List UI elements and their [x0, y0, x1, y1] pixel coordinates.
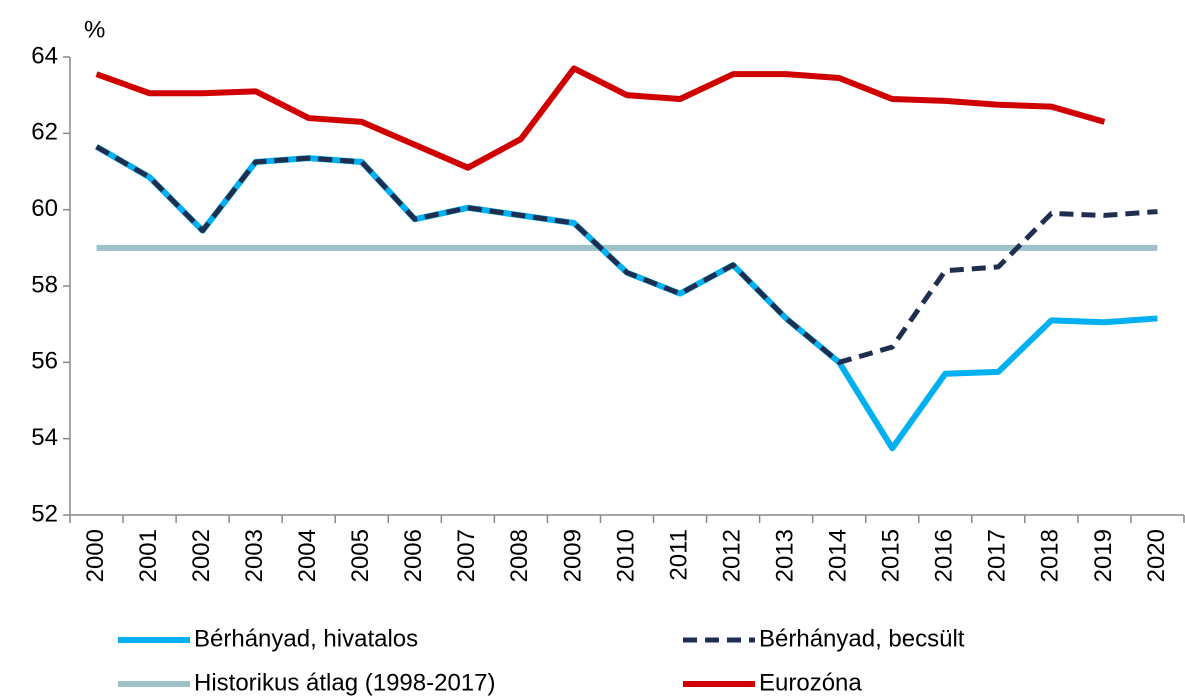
legend-label: Eurozóna: [759, 669, 862, 696]
y-tick-label: 64: [31, 42, 58, 69]
x-tick-label: 2010: [612, 529, 639, 582]
legend-label: Bérhányad, becsült: [759, 625, 965, 652]
x-tick-label: 2018: [1037, 529, 1064, 582]
y-tick-label: 54: [31, 424, 58, 451]
x-tick-label: 2013: [771, 529, 798, 582]
x-tick-label: 2000: [82, 529, 109, 582]
series-line: [95, 144, 1158, 452]
x-tick-label: 2005: [347, 529, 374, 582]
y-tick-label: 58: [31, 271, 58, 298]
series-line: [95, 144, 1158, 365]
x-tick-label: 2009: [559, 529, 586, 582]
x-tick-label: 2016: [931, 529, 958, 582]
x-tick-label: 2004: [294, 529, 321, 582]
x-tick-label: 2019: [1090, 529, 1117, 582]
y-tick-label: 60: [31, 195, 58, 222]
x-tick-label: 2008: [506, 529, 533, 582]
x-tick-label: 2006: [400, 529, 427, 582]
y-unit: %: [84, 16, 105, 43]
x-tick-label: 2002: [188, 529, 215, 582]
x-tick-label: 2020: [1143, 529, 1170, 582]
x-tick-label: 2015: [878, 529, 905, 582]
x-tick-label: 2003: [241, 529, 268, 582]
x-tick-label: 2014: [825, 529, 852, 582]
x-tick-label: 2001: [135, 529, 162, 582]
x-tick-label: 2011: [665, 529, 692, 581]
legend-label: Historikus átlag (1998-2017): [194, 669, 496, 696]
y-tick-label: 56: [31, 348, 58, 375]
x-tick-label: 2017: [984, 529, 1011, 582]
y-tick-label: 62: [31, 119, 58, 146]
x-tick-label: 2012: [718, 529, 745, 582]
y-tick-label: 52: [31, 500, 58, 527]
legend-label: Bérhányad, hivatalos: [194, 625, 418, 652]
x-tick-label: 2007: [453, 529, 480, 582]
series-line: [95, 65, 1106, 171]
